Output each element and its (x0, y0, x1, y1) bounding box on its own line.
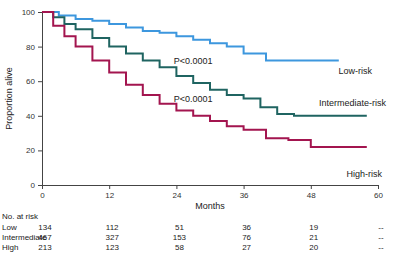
y-axis-title: Proportion alive (4, 67, 14, 130)
tick-label: 60 (26, 77, 35, 86)
series-label: Low-risk (338, 66, 372, 76)
tick-label: 36 (240, 191, 249, 200)
tick: 100 (22, 8, 42, 17)
tick-mark (38, 81, 42, 82)
risk-row-label: High (2, 243, 18, 252)
risk-count: 51 (175, 223, 184, 232)
risk-row-label: Low (2, 223, 17, 232)
axis-line (43, 186, 379, 190)
risk-table-title: No. at risk (2, 212, 39, 221)
tick: 24 (172, 185, 181, 200)
tick: 48 (307, 185, 316, 200)
tick-mark (38, 12, 42, 13)
axis-line (38, 13, 43, 186)
risk-count: 153 (173, 233, 187, 242)
tick: 60 (26, 77, 42, 86)
risk-count: -- (378, 223, 384, 232)
tick-label: 0 (31, 181, 36, 190)
risk-count: 327 (106, 233, 120, 242)
series-label: High-risk (346, 169, 382, 179)
series-label: Intermediate-risk (319, 98, 387, 108)
risk-count: 134 (38, 223, 52, 232)
tick: 40 (26, 112, 42, 121)
tick-label: 20 (26, 146, 35, 155)
tick: 80 (26, 43, 42, 52)
risk-count: 19 (309, 223, 318, 232)
risk-count: 112 (106, 223, 119, 232)
tick-label: 60 (374, 191, 383, 200)
y-axis: 0 20 40 60 80 100 (22, 8, 43, 190)
tick-mark (378, 185, 379, 189)
survival-line (42, 12, 339, 60)
annotation: P<0.0001 (174, 56, 213, 66)
survival-line (42, 12, 367, 147)
risk-count: 213 (38, 243, 52, 252)
plot-area (42, 12, 367, 147)
risk-count: 76 (242, 233, 251, 242)
risk-count: 123 (106, 243, 120, 252)
tick-mark (311, 185, 312, 189)
risk-count: 36 (242, 223, 251, 232)
annotation: P<0.0001 (174, 94, 213, 104)
tick-label: 100 (22, 8, 36, 17)
tick-label: 24 (172, 191, 181, 200)
x-axis: 0 12 24 36 48 60 (40, 185, 383, 200)
risk-count: -- (378, 243, 384, 252)
tick-label: 40 (26, 112, 35, 121)
tick-mark (38, 150, 42, 151)
risk-count: 21 (309, 233, 318, 242)
tick: 0 (31, 181, 42, 190)
tick-label: 48 (307, 191, 316, 200)
tick-mark (38, 185, 42, 186)
tick: 60 (374, 185, 383, 200)
tick: 0 (40, 185, 45, 200)
tick-mark (38, 116, 42, 117)
risk-count: 58 (175, 243, 184, 252)
tick: 20 (26, 146, 42, 155)
tick-mark (244, 185, 245, 189)
tick: 12 (105, 185, 114, 200)
risk-count: 27 (242, 243, 251, 252)
risk-count: 467 (38, 233, 52, 242)
tick-label: 0 (40, 191, 45, 200)
risk-count: -- (378, 233, 384, 242)
tick-mark (38, 47, 42, 48)
tick-label: 12 (105, 191, 114, 200)
tick-label: 80 (26, 43, 35, 52)
tick-mark (109, 185, 110, 189)
chart: 0 12 24 36 48 60 0 20 40 60 80 100 Months Proportion … (0, 0, 400, 263)
tick: 36 (240, 185, 249, 200)
risk-count: 20 (309, 243, 318, 252)
x-axis-title: Months (195, 201, 225, 211)
tick-mark (176, 185, 177, 189)
